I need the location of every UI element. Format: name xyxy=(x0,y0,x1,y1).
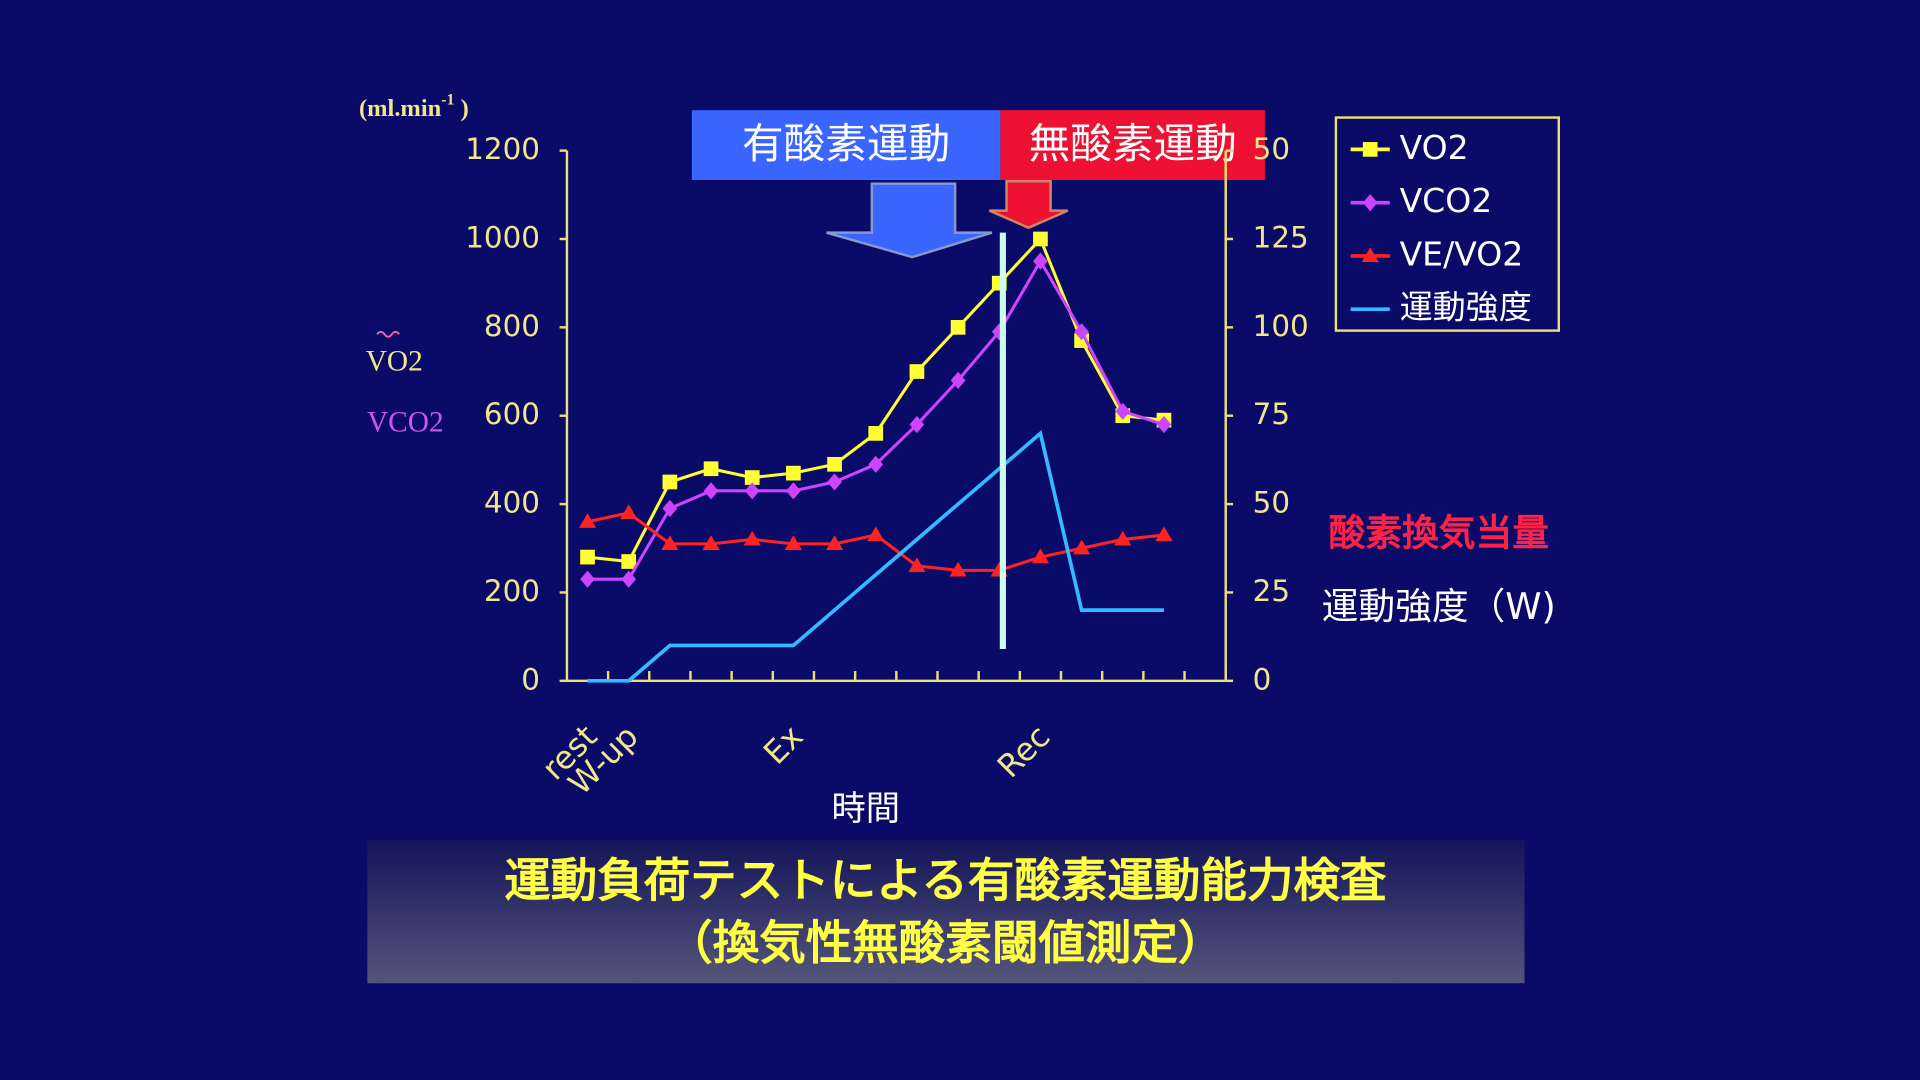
plot: 020040060080010001200025507510012550rest… xyxy=(465,128,1532,802)
point xyxy=(950,371,966,389)
point xyxy=(1031,548,1050,564)
point xyxy=(1155,526,1173,542)
point xyxy=(703,461,719,477)
y2-tick-label: 75 xyxy=(1253,397,1290,431)
point xyxy=(825,535,844,550)
y-unit: (ml.min xyxy=(359,95,442,122)
point xyxy=(868,426,884,441)
point xyxy=(867,526,885,542)
y-tick-label: 600 xyxy=(484,397,540,431)
y2-label: 運動強度（W) xyxy=(1322,585,1556,628)
y-unit-end: ) xyxy=(455,95,469,122)
point xyxy=(786,465,801,481)
vo2-dot xyxy=(376,330,400,338)
point xyxy=(662,474,678,490)
y2-tick-label: 100 xyxy=(1253,309,1309,343)
point xyxy=(1361,247,1379,263)
y-tick-label: 800 xyxy=(484,309,540,343)
legend-label: VO2 xyxy=(1400,128,1469,167)
point xyxy=(661,535,679,550)
x-axis-label: 時間 xyxy=(831,789,900,829)
anaerobic-box xyxy=(1000,110,1265,180)
point xyxy=(578,513,597,528)
point xyxy=(1362,194,1378,212)
y2-tick-label: 50 xyxy=(1253,132,1290,166)
point xyxy=(1362,142,1378,157)
point xyxy=(1115,402,1131,420)
y-tick-label: 1000 xyxy=(465,220,540,254)
y2-tick-label: 0 xyxy=(1253,662,1272,696)
point xyxy=(620,504,638,520)
point xyxy=(949,561,967,577)
y-axis-label: (ml.min-1 ) xyxy=(359,91,469,122)
y2-tick-label: 25 xyxy=(1253,574,1290,608)
point xyxy=(909,364,925,379)
y-series-label: VO2 xyxy=(366,345,423,377)
chart-title: 運動負荷テストによる有酸素運動能力検査 xyxy=(504,854,1387,908)
point xyxy=(909,415,925,434)
aerobic-box xyxy=(691,110,1001,180)
point xyxy=(702,535,720,550)
y-unit-sup: -1 xyxy=(441,91,454,108)
point xyxy=(827,473,842,491)
point xyxy=(784,535,802,550)
phase-label: 無酸素運動 xyxy=(1029,119,1237,168)
phase-label: 有酸素運動 xyxy=(742,119,950,168)
point xyxy=(1156,415,1172,434)
legend-label: 運動強度 xyxy=(1400,288,1532,327)
point xyxy=(580,549,595,565)
series-line xyxy=(587,430,1164,683)
y-series-label: VCO2 xyxy=(367,407,444,439)
chart-subtitle: （換気性無酸素閾値測定） xyxy=(666,916,1224,970)
aerobic-arrow xyxy=(826,182,993,259)
point xyxy=(868,455,884,473)
y2-tick-label: 125 xyxy=(1253,220,1309,254)
y2-label: 酸素換気当量 xyxy=(1329,512,1549,555)
y-tick-label: 200 xyxy=(484,574,540,608)
legend-label: VE/VO2 xyxy=(1400,234,1524,273)
point xyxy=(908,557,926,573)
point xyxy=(1114,530,1132,546)
y-tick-label: 0 xyxy=(521,662,540,696)
y-tick-label: 400 xyxy=(484,486,540,520)
point xyxy=(743,530,761,546)
point xyxy=(621,554,637,569)
point xyxy=(827,456,842,472)
title-box xyxy=(367,840,1525,984)
y-tick-label: 1200 xyxy=(465,132,540,166)
legend-box xyxy=(1334,116,1560,332)
legend-label: VCO2 xyxy=(1400,181,1493,220)
anaerobic-arrow xyxy=(988,180,1069,230)
point xyxy=(1073,539,1091,555)
point xyxy=(744,470,760,485)
point xyxy=(1033,231,1048,247)
point xyxy=(1074,323,1089,341)
y2-tick-label: 50 xyxy=(1253,486,1290,520)
point xyxy=(662,499,678,518)
point xyxy=(950,320,966,335)
